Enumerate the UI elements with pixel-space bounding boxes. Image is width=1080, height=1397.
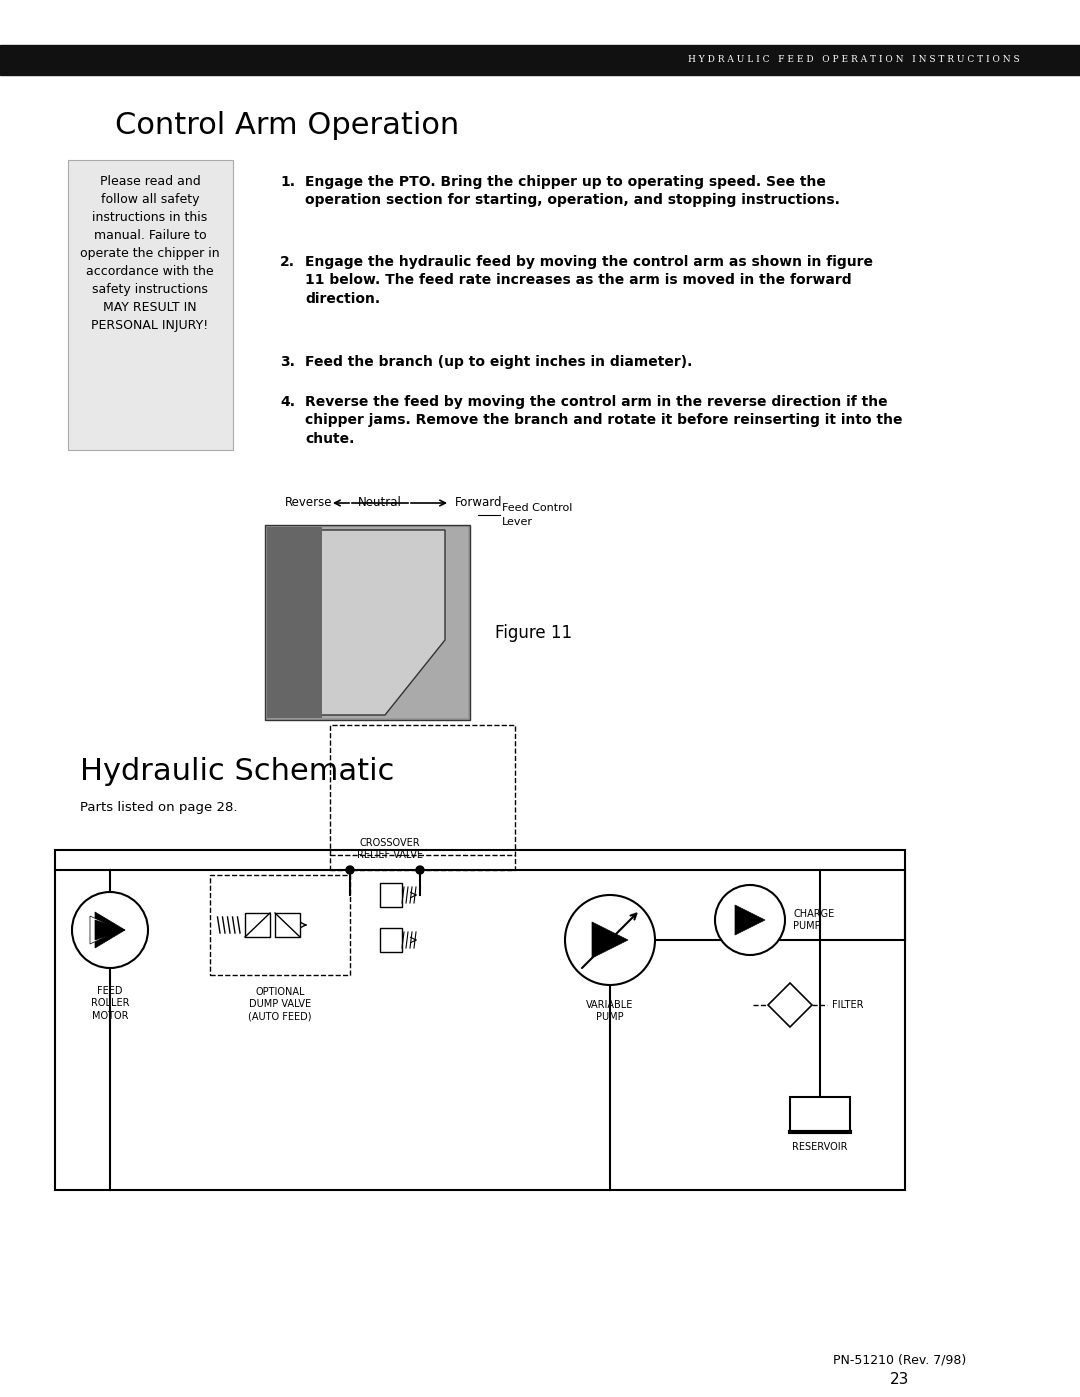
Bar [330, 725, 515, 870]
Bar [210, 875, 350, 975]
Text: FEED
ROLLER
MOTOR: FEED ROLLER MOTOR [91, 986, 130, 1021]
Circle shape [715, 886, 785, 956]
Polygon shape [285, 529, 445, 715]
Polygon shape [95, 912, 125, 949]
Polygon shape [95, 921, 125, 940]
Text: Engage the hydraulic feed by moving the control arm as shown in figure
11 below.: Engage the hydraulic feed by moving the … [305, 256, 873, 306]
Text: Feed the branch (up to eight inches in diameter).: Feed the branch (up to eight inches in d… [305, 355, 692, 369]
Text: CROSSOVER
RELIEF VALVE: CROSSOVER RELIEF VALVE [357, 838, 423, 861]
Text: VARIABLE
PUMP: VARIABLE PUMP [586, 1000, 634, 1023]
Text: Reverse: Reverse [285, 496, 333, 510]
Text: PN-51210 (Rev. 7/98): PN-51210 (Rev. 7/98) [834, 1354, 967, 1366]
Text: 3.: 3. [280, 355, 295, 369]
Circle shape [346, 866, 354, 875]
Text: H Y D R A U L I C   F E E D   O P E R A T I O N   I N S T R U C T I O N S: H Y D R A U L I C F E E D O P E R A T I … [688, 56, 1020, 64]
Text: 23: 23 [890, 1372, 909, 1387]
Text: FILTER: FILTER [832, 1000, 864, 1010]
Text: Feed Control
Lever: Feed Control Lever [502, 503, 572, 527]
Text: Figure 11: Figure 11 [495, 624, 572, 643]
Bar [267, 527, 468, 718]
Polygon shape [768, 983, 812, 1027]
Text: Forward: Forward [455, 496, 502, 510]
Text: Parts listed on page 28.: Parts listed on page 28. [80, 802, 238, 814]
Polygon shape [90, 916, 120, 944]
Text: 2.: 2. [280, 256, 295, 270]
Text: Reverse the feed by moving the control arm in the reverse direction if the
chipp: Reverse the feed by moving the control a… [305, 395, 903, 446]
Text: Please read and
follow all safety
instructions in this
manual. Failure to
operat: Please read and follow all safety instru… [80, 175, 220, 332]
Circle shape [565, 895, 654, 985]
Bar [380, 883, 402, 907]
Bar [0, 45, 1080, 75]
Bar [267, 527, 322, 718]
Text: RESERVOIR: RESERVOIR [793, 1141, 848, 1153]
Text: Control Arm Operation: Control Arm Operation [114, 110, 459, 140]
Bar [275, 914, 300, 937]
Text: 1.: 1. [280, 175, 295, 189]
Polygon shape [592, 922, 627, 958]
Circle shape [416, 866, 424, 875]
Text: Hydraulic Schematic: Hydraulic Schematic [80, 757, 394, 787]
Bar [245, 914, 270, 937]
Bar [68, 161, 233, 450]
Bar [55, 849, 905, 1190]
Circle shape [72, 893, 148, 968]
Text: CHARGE
PUMP: CHARGE PUMP [793, 909, 834, 932]
Text: Neutral: Neutral [359, 496, 402, 510]
Text: Engage the PTO. Bring the chipper up to operating speed. See the
operation secti: Engage the PTO. Bring the chipper up to … [305, 175, 840, 207]
Text: 4.: 4. [280, 395, 295, 409]
Bar [789, 1097, 850, 1132]
Text: OPTIONAL
DUMP VALVE
(AUTO FEED): OPTIONAL DUMP VALVE (AUTO FEED) [248, 988, 312, 1021]
Bar [265, 525, 470, 719]
Polygon shape [735, 905, 765, 935]
Bar [380, 928, 402, 951]
